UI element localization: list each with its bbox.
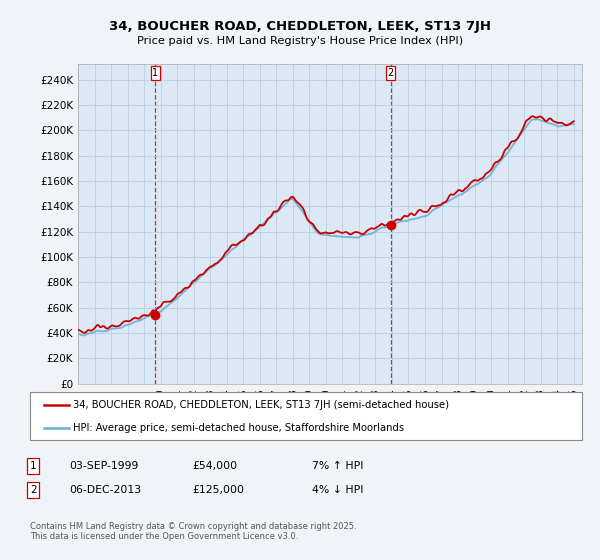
FancyBboxPatch shape	[386, 66, 395, 80]
Text: 03-SEP-1999: 03-SEP-1999	[69, 461, 139, 471]
Text: Contains HM Land Registry data © Crown copyright and database right 2025.
This d: Contains HM Land Registry data © Crown c…	[30, 522, 356, 542]
Text: 34, BOUCHER ROAD, CHEDDLETON, LEEK, ST13 7JH (semi-detached house): 34, BOUCHER ROAD, CHEDDLETON, LEEK, ST13…	[73, 400, 449, 410]
Text: 2: 2	[30, 485, 37, 495]
Text: 34, BOUCHER ROAD, CHEDDLETON, LEEK, ST13 7JH: 34, BOUCHER ROAD, CHEDDLETON, LEEK, ST13…	[109, 20, 491, 32]
Text: 06-DEC-2013: 06-DEC-2013	[69, 485, 141, 495]
FancyBboxPatch shape	[30, 392, 582, 440]
Text: 1: 1	[30, 461, 37, 471]
Text: 7% ↑ HPI: 7% ↑ HPI	[312, 461, 364, 471]
Text: 2: 2	[388, 68, 394, 78]
Text: Price paid vs. HM Land Registry's House Price Index (HPI): Price paid vs. HM Land Registry's House …	[137, 36, 463, 46]
FancyBboxPatch shape	[151, 66, 160, 80]
Text: 4% ↓ HPI: 4% ↓ HPI	[312, 485, 364, 495]
Text: HPI: Average price, semi-detached house, Staffordshire Moorlands: HPI: Average price, semi-detached house,…	[73, 423, 404, 433]
Text: £125,000: £125,000	[192, 485, 244, 495]
Text: £54,000: £54,000	[192, 461, 237, 471]
Text: 1: 1	[152, 68, 158, 78]
